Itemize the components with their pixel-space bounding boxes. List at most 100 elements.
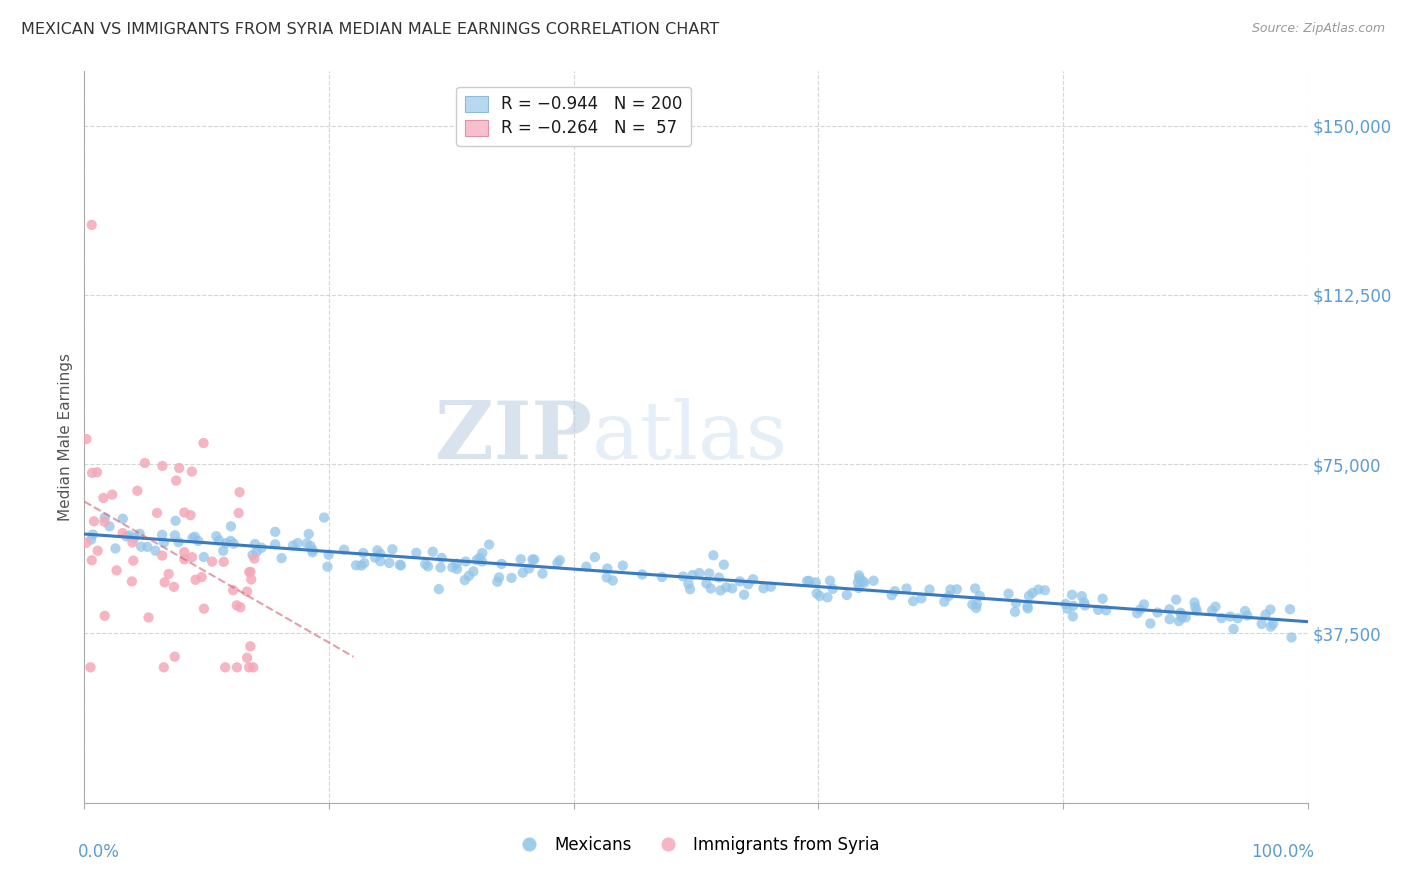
Point [512, 566, 534, 580]
Point [152, 660, 174, 674]
Point [222, 536, 245, 550]
Point [1091, 591, 1114, 606]
Point [759, 580, 782, 594]
Point [93, 510, 115, 524]
Point [193, 436, 215, 450]
Point [679, 582, 702, 596]
Point [344, 558, 367, 573]
Point [405, 546, 427, 560]
Point [883, 584, 905, 599]
Point [236, 584, 259, 599]
Point [316, 559, 339, 574]
Point [104, 541, 127, 556]
Point [422, 544, 444, 558]
Point [146, 506, 169, 520]
Point [700, 582, 723, 596]
Point [966, 597, 988, 611]
Point [1005, 596, 1028, 610]
Point [82, 527, 104, 541]
Point [190, 570, 212, 584]
Point [287, 536, 309, 550]
Point [612, 558, 634, 573]
Point [880, 588, 903, 602]
Point [1060, 588, 1083, 602]
Point [353, 556, 375, 570]
Point [219, 533, 242, 548]
Point [163, 580, 186, 594]
Point [1126, 606, 1149, 620]
Point [318, 548, 340, 562]
Point [688, 566, 710, 580]
Point [1159, 602, 1181, 616]
Point [115, 529, 138, 543]
Point [378, 556, 401, 570]
Point [806, 586, 828, 600]
Point [853, 575, 876, 590]
Point [848, 571, 870, 585]
Point [1201, 603, 1223, 617]
Point [173, 545, 195, 559]
Point [846, 575, 869, 590]
Point [602, 574, 624, 588]
Point [299, 539, 322, 553]
Point [240, 573, 263, 587]
Point [145, 543, 167, 558]
Point [1133, 598, 1156, 612]
Text: ZIP: ZIP [434, 398, 592, 476]
Point [1226, 611, 1249, 625]
Point [1054, 597, 1077, 611]
Point [180, 465, 202, 479]
Point [468, 550, 491, 565]
Point [129, 540, 152, 554]
Point [128, 526, 150, 541]
Point [201, 555, 224, 569]
Point [86, 465, 108, 479]
Point [295, 536, 318, 550]
Point [368, 547, 391, 561]
Point [86, 543, 108, 558]
Point [651, 570, 673, 584]
Point [631, 567, 654, 582]
Point [713, 558, 735, 572]
Point [804, 575, 827, 590]
Point [163, 649, 186, 664]
Point [264, 537, 287, 551]
Point [153, 535, 176, 549]
Point [835, 588, 858, 602]
Point [205, 529, 228, 543]
Point [465, 553, 488, 567]
Point [501, 571, 523, 585]
Point [1254, 607, 1277, 622]
Point [118, 528, 141, 542]
Point [733, 588, 755, 602]
Point [454, 573, 477, 587]
Point [707, 570, 730, 584]
Point [1170, 606, 1192, 620]
Point [596, 561, 619, 575]
Point [153, 575, 176, 590]
Point [1033, 583, 1056, 598]
Point [1184, 600, 1206, 615]
Point [1026, 582, 1049, 597]
Point [226, 660, 249, 674]
Point [531, 566, 554, 581]
Point [965, 601, 987, 615]
Point [1184, 596, 1206, 610]
Point [150, 549, 173, 563]
Point [938, 589, 960, 603]
Point [808, 589, 831, 603]
Point [105, 563, 128, 577]
Point [298, 527, 321, 541]
Point [946, 582, 969, 597]
Point [697, 566, 720, 581]
Point [187, 533, 209, 548]
Point [488, 570, 510, 584]
Point [150, 458, 173, 473]
Point [1281, 631, 1303, 645]
Point [173, 506, 195, 520]
Point [491, 557, 513, 571]
Point [1260, 602, 1282, 616]
Point [1261, 616, 1284, 631]
Point [301, 543, 323, 558]
Point [901, 594, 924, 608]
